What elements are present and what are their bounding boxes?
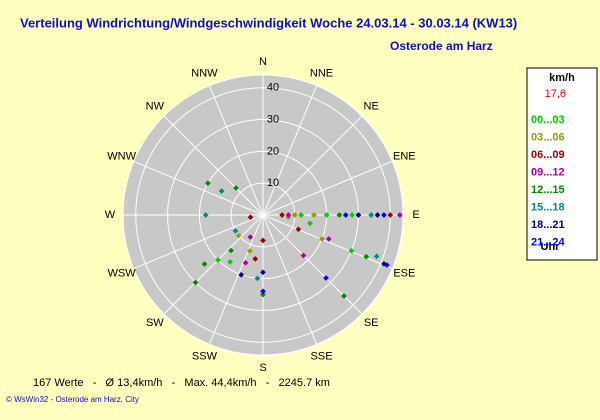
direction-label: NNW: [191, 68, 218, 80]
spoke: [208, 85, 264, 216]
data-point: [295, 226, 302, 233]
direction-label: SSE: [311, 350, 333, 362]
data-point: [205, 180, 211, 187]
data-point: [260, 237, 266, 244]
data-point: [232, 228, 239, 234]
legend-entry: 21...24: [531, 236, 566, 248]
data-point: [279, 212, 285, 218]
r-tick-label: 40: [267, 82, 279, 94]
data-point: [247, 214, 254, 221]
data-point: [311, 212, 317, 218]
spoke: [262, 115, 363, 216]
data-point: [254, 275, 261, 282]
data-point: [342, 212, 349, 218]
data-point: [368, 212, 375, 218]
data-point: [336, 212, 343, 218]
data-point: [325, 236, 332, 242]
direction-label: SW: [146, 317, 164, 329]
data-point: [242, 260, 249, 266]
data-point: [247, 248, 253, 254]
r-tick-label: 20: [267, 145, 279, 157]
direction-label: ESE: [393, 267, 415, 279]
spoke: [262, 214, 363, 315]
spoke: [163, 214, 264, 315]
legend-value: 17,6: [545, 88, 566, 100]
direction-label: NW: [146, 101, 165, 113]
legend-entry: 06...09: [531, 149, 565, 161]
spoke: [262, 85, 318, 216]
data-point: [238, 271, 245, 278]
data-point: [387, 212, 394, 218]
data-point: [215, 257, 221, 263]
data-point: [233, 185, 239, 191]
legend-footer: Uhr: [541, 241, 561, 253]
r-tick-label: 30: [267, 113, 279, 125]
copyright: © WsWin32 - Osterode am Harz, City: [6, 395, 139, 404]
legend-entry: 15...18: [531, 201, 565, 213]
data-point: [349, 212, 355, 218]
spoke: [133, 160, 264, 216]
data-point: [319, 236, 325, 242]
data-point: [363, 253, 370, 260]
legend-title: km/h: [549, 72, 575, 84]
direction-label: E: [412, 209, 419, 221]
legend-entry: 09...12: [531, 166, 565, 178]
data-point: [323, 275, 329, 281]
data-point: [202, 212, 209, 218]
data-point: [260, 291, 266, 298]
data-point: [298, 212, 305, 218]
spoke: [133, 214, 264, 270]
data-point: [381, 212, 387, 218]
data-point: [291, 212, 298, 218]
data-point: [201, 261, 208, 267]
spoke: [262, 160, 393, 216]
legend-entry: 18...21: [531, 219, 565, 231]
spoke: [262, 214, 318, 345]
direction-label: WNW: [107, 150, 136, 162]
data-point: [260, 288, 266, 295]
data-point: [396, 212, 403, 218]
data-point: [247, 234, 254, 240]
footer: 167 Werte - Ø 13,4km/h - Max. 44,4km/h -…: [33, 377, 330, 389]
spoke: [208, 214, 264, 345]
direction-label: S: [259, 362, 266, 374]
direction-label: N: [259, 56, 267, 68]
direction-label: NE: [364, 101, 379, 113]
legend-entry: 00...03: [531, 114, 565, 126]
data-point: [260, 269, 266, 276]
legend-box: [526, 67, 598, 261]
spoke: [163, 115, 264, 216]
data-point: [218, 188, 225, 194]
data-point: [252, 256, 259, 262]
r-tick-label: 10: [267, 177, 279, 189]
data-point: [341, 293, 347, 299]
data-point: [300, 252, 307, 259]
legend-entry: 03...06: [531, 131, 565, 143]
direction-label: ENE: [393, 150, 416, 162]
data-point: [348, 247, 355, 254]
data-point: [192, 279, 199, 286]
chart-subtitle: Osterode am Harz: [390, 39, 493, 53]
data-point: [355, 212, 362, 218]
data-point: [384, 262, 390, 268]
legend-entry: 12...15: [531, 184, 565, 196]
data-point: [323, 212, 330, 218]
direction-label: WSW: [108, 267, 137, 279]
data-point: [307, 220, 313, 227]
data-point: [228, 247, 234, 254]
data-point: [235, 232, 242, 239]
data-point: [374, 212, 381, 218]
chart-title: Verteilung Windrichtung/Windgeschwindigk…: [20, 15, 517, 30]
direction-label: SSW: [192, 350, 218, 362]
data-point: [285, 212, 292, 218]
direction-label: NNE: [310, 68, 333, 80]
direction-label: SE: [364, 317, 379, 329]
data-point: [373, 253, 380, 260]
data-point: [227, 259, 233, 265]
direction-label: W: [105, 209, 116, 221]
spoke: [262, 214, 393, 270]
